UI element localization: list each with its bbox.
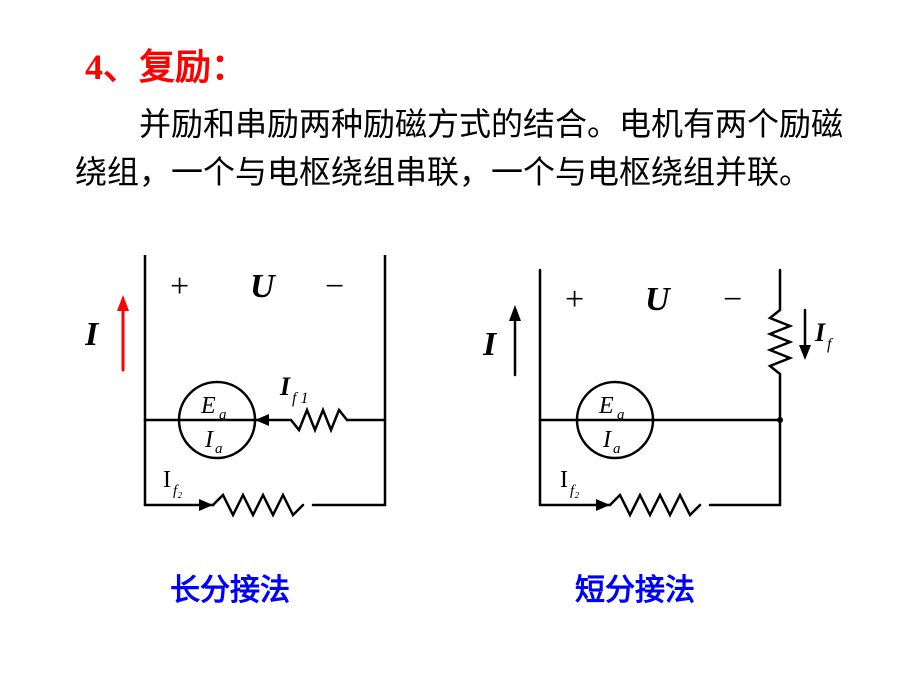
minus-sign: − bbox=[325, 268, 344, 305]
minus-sign-r: − bbox=[723, 281, 742, 318]
diagram-long-shunt: + U − I I f 1 E a I a I f₂ bbox=[85, 255, 415, 560]
plus-sign-r: + bbox=[565, 281, 584, 318]
current-I: I bbox=[85, 316, 100, 353]
body-paragraph: 并励和串励两种励磁方式的结合。电机有两个励磁绕组，一个与电枢绕组串联，一个与电枢… bbox=[75, 100, 845, 196]
If2-sub-r: f₂ bbox=[570, 483, 579, 499]
If2-sub: f₂ bbox=[173, 483, 182, 499]
current-I-r: I bbox=[482, 326, 498, 363]
Ea-sub-r: a bbox=[617, 407, 625, 423]
Ea-label: E bbox=[200, 393, 216, 419]
caption-left: 长分接法 bbox=[170, 565, 290, 609]
If1-label-r: I bbox=[814, 318, 826, 347]
If1-label: I bbox=[279, 372, 291, 401]
diagram-short-shunt: + U − I I f 1 E a I a I f₂ bbox=[435, 255, 835, 560]
If1-sub-r: f 1 bbox=[827, 336, 835, 353]
slide: 4、复励： 并励和串励两种励磁方式的结合。电机有两个励磁绕组，一个与电枢绕组串联… bbox=[0, 0, 920, 690]
Ia-sub: a bbox=[215, 441, 223, 457]
Ia-sub-r: a bbox=[613, 441, 621, 457]
If2-label: I bbox=[163, 467, 171, 493]
caption-right: 短分接法 bbox=[575, 565, 695, 609]
Ia-label-r: I bbox=[602, 427, 612, 453]
Ia-label: I bbox=[204, 427, 214, 453]
voltage-U-r: U bbox=[645, 281, 672, 318]
Ea-label-r: E bbox=[598, 393, 614, 419]
If1-sub: f 1 bbox=[292, 390, 308, 407]
Ea-sub: a bbox=[219, 407, 227, 423]
section-title: 4、复励： bbox=[85, 38, 247, 90]
voltage-U: U bbox=[250, 268, 277, 305]
If2-label-r: I bbox=[560, 467, 568, 493]
plus-sign: + bbox=[170, 268, 189, 305]
